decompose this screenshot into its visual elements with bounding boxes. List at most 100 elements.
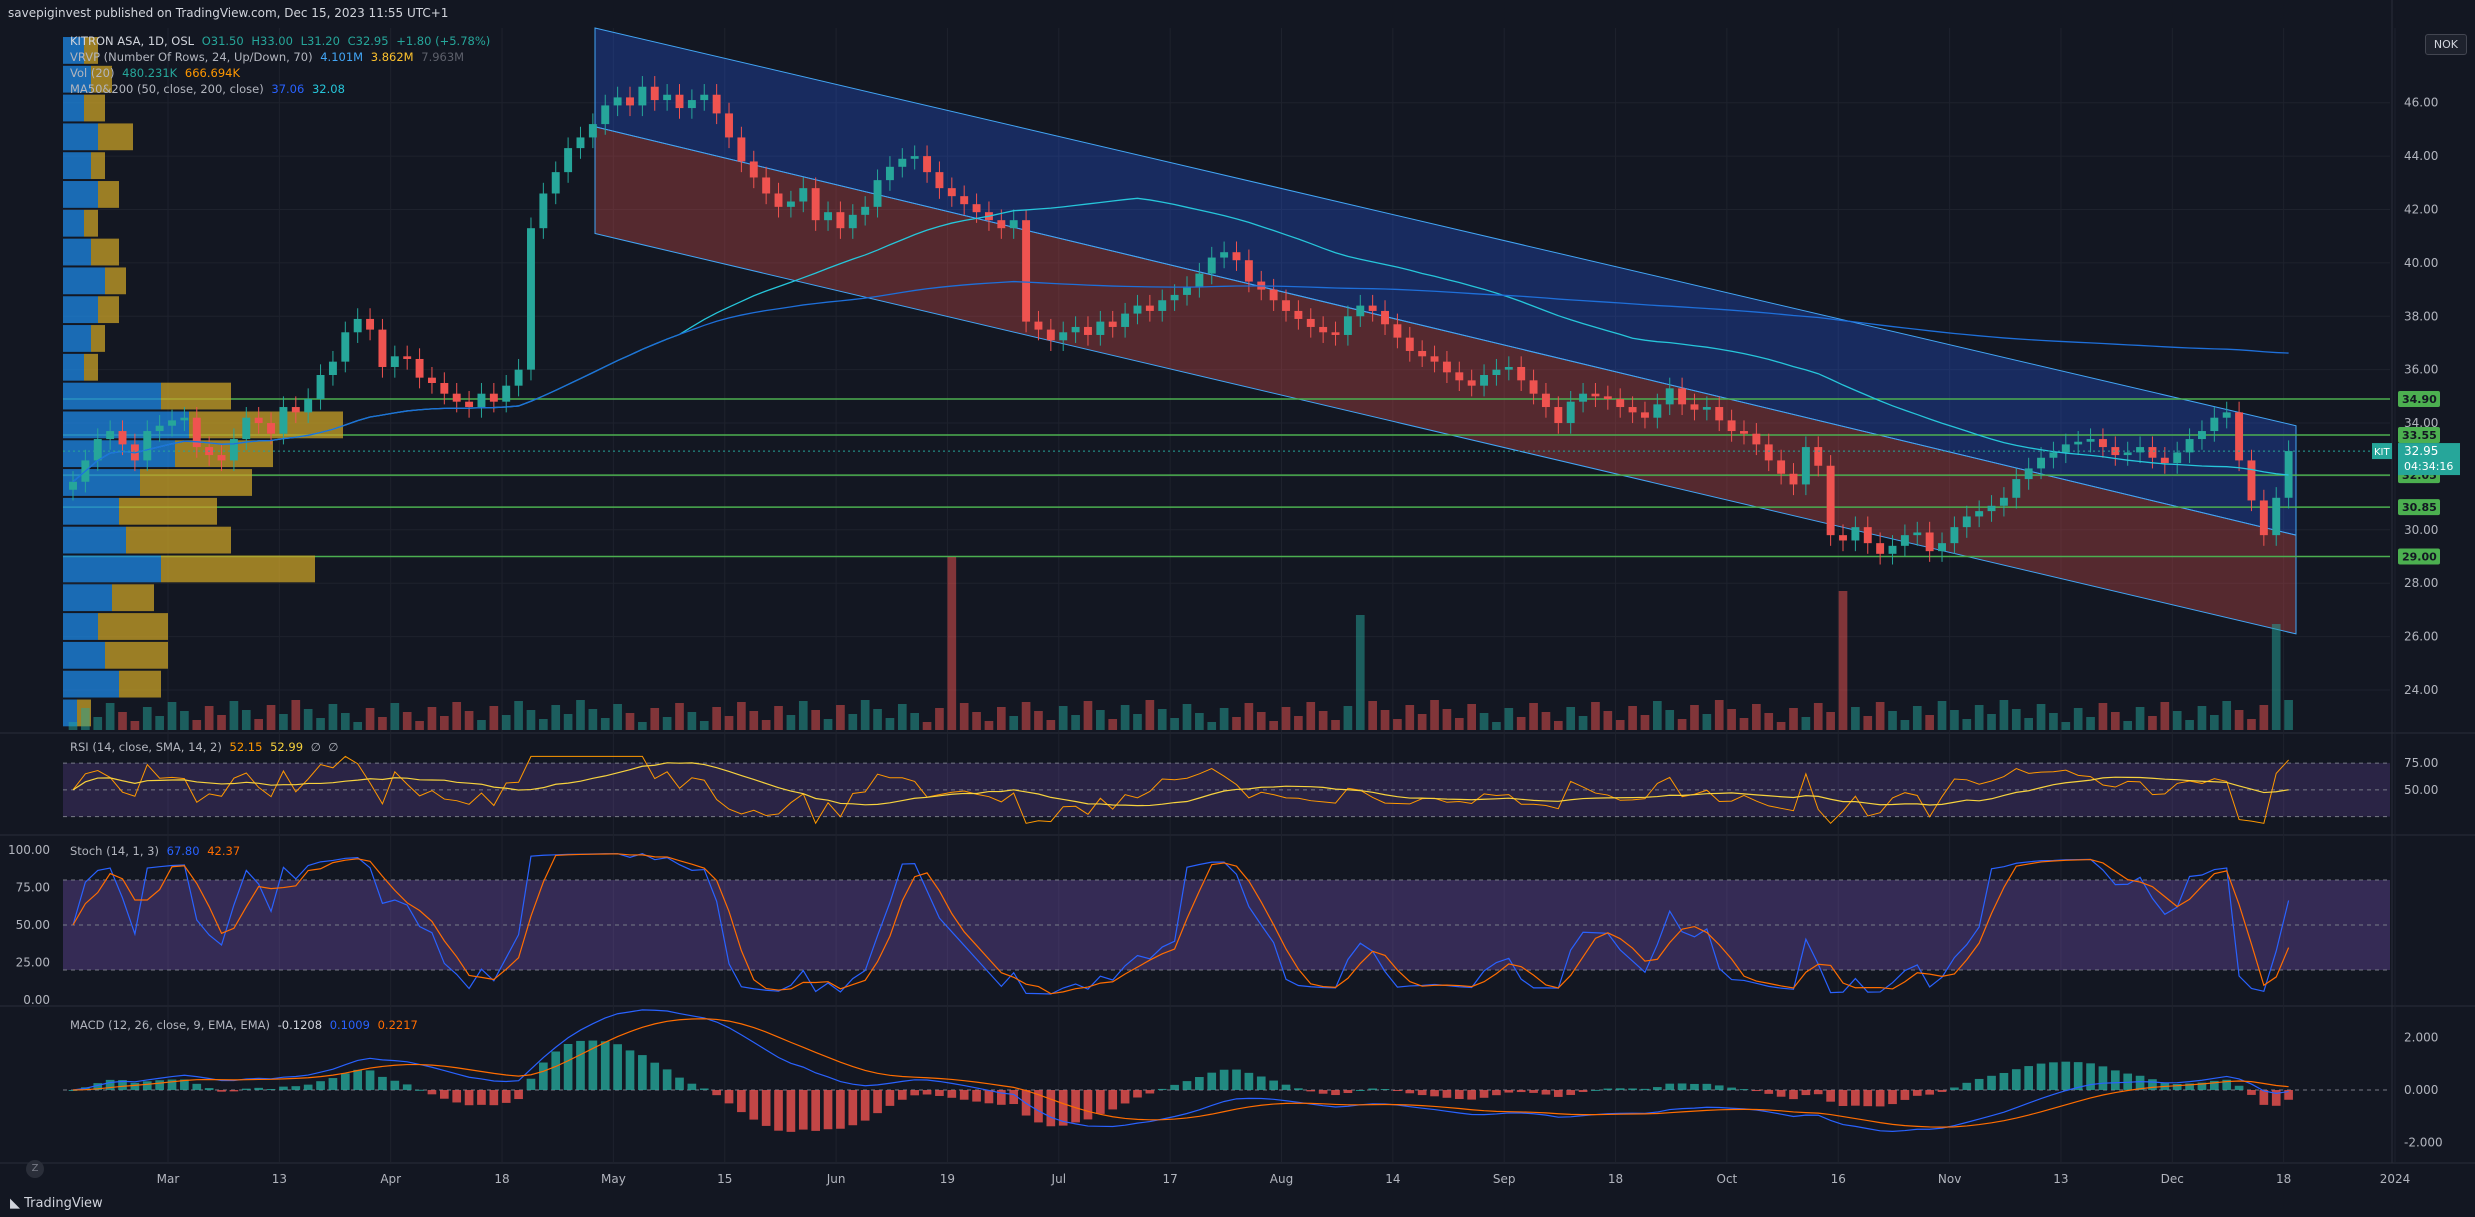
volume-profile-down (119, 497, 217, 525)
macd-histogram-bar (1529, 1090, 1538, 1093)
volume-profile-down (140, 469, 252, 496)
volume-bar (427, 707, 437, 730)
ma-legend[interactable]: MA50&200 (50, close, 200, close) 37.06 3… (70, 82, 349, 96)
macd-histogram-bar (2259, 1090, 2269, 1105)
volume-bar (996, 707, 1006, 730)
volume-bar (439, 716, 449, 730)
volume-bar (1727, 709, 1736, 730)
candle-body (2185, 439, 2194, 453)
rsi-legend[interactable]: RSI (14, close, SMA, 14, 2) 52.15 52.99 … (70, 740, 342, 754)
candle-body (390, 356, 399, 367)
volume-bar (1504, 708, 1514, 730)
volume-bar (2061, 722, 2071, 730)
date-tick: Nov (1938, 1172, 1961, 1186)
volume-bar (588, 709, 598, 730)
volume-profile-up (63, 94, 84, 122)
macd-line (72, 1009, 2289, 1133)
currency-button[interactable]: NOK (2424, 34, 2467, 55)
macd-title: MACD (12, 26, close, 9, EMA, EMA) (70, 1018, 270, 1032)
candle-body (403, 356, 412, 359)
volume-bar (1009, 716, 1019, 730)
macd-histogram-bar (340, 1073, 350, 1090)
macd-histogram-bar (2271, 1090, 2281, 1106)
candle-body (217, 455, 226, 461)
candle-body (192, 417, 201, 448)
volume-bar (600, 718, 610, 730)
volume-bar (836, 705, 845, 730)
macd-histogram-bar (600, 1041, 610, 1090)
macd-histogram-bar (823, 1090, 833, 1130)
candle-body (93, 439, 102, 461)
macd-histogram-bar (1801, 1090, 1811, 1096)
macd-histogram-bar (1133, 1090, 1142, 1098)
candle-body (279, 407, 288, 434)
candle-body (997, 220, 1006, 229)
volume-bar (1851, 707, 1860, 730)
candle-body (947, 188, 956, 197)
vrvp-legend[interactable]: VRVP (Number Of Rows, 24, Up/Down, 70) 4… (70, 50, 468, 64)
volume-bar (1368, 701, 1377, 730)
stoch-legend[interactable]: Stoch (14, 1, 3) 67.80 42.37 (70, 844, 244, 858)
volume-bar (1863, 716, 1873, 730)
volume-bar (1207, 722, 1217, 730)
candle-body (1022, 220, 1031, 322)
candle-body (1900, 535, 1909, 546)
macd-histogram-bar (1467, 1090, 1477, 1100)
candle-body (972, 204, 981, 213)
volume-bar (860, 700, 870, 730)
date-tick: 2024 (2380, 1172, 2411, 1186)
volume-bar (279, 714, 288, 730)
volume-bar (1690, 705, 1699, 730)
volume-bar (1331, 720, 1340, 730)
price-tick: 36.00 (2404, 363, 2438, 377)
candle-body (725, 113, 733, 138)
volume-bar (885, 718, 895, 730)
candle-body (1529, 380, 1538, 394)
volume-profile-down (98, 613, 168, 640)
volume-bar (105, 703, 115, 730)
candle-body (749, 161, 758, 178)
candle-body (1294, 310, 1303, 319)
tradingview-logo[interactable]: ◣ TradingView (10, 1196, 103, 1211)
macd-histogram-bar (1628, 1088, 1637, 1090)
macd-histogram-bar (984, 1090, 994, 1104)
volume-bar (1256, 712, 1266, 730)
macd-histogram-bar (1875, 1090, 1885, 1107)
macd-histogram-bar (1764, 1090, 1774, 1094)
candle-body (1727, 420, 1736, 432)
candle-body (1715, 407, 1724, 421)
low-value: L31.20 (300, 34, 340, 48)
macd-histogram-bar (2098, 1066, 2108, 1090)
volume-bar (1999, 700, 2009, 730)
vol-legend[interactable]: Vol (20) 480.231K 666.694K (70, 66, 244, 80)
macd-histogram-bar (2061, 1061, 2071, 1090)
candle-body (1690, 404, 1699, 410)
macd-histogram-bar (786, 1090, 796, 1132)
candle-body (1517, 366, 1526, 381)
macd-histogram-bar (1912, 1090, 1922, 1096)
candle-body (1975, 511, 1984, 517)
macd-legend[interactable]: MACD (12, 26, close, 9, EMA, EMA) -0.120… (70, 1018, 422, 1032)
volume-bar (2160, 702, 2170, 730)
volume-profile-down (84, 94, 105, 122)
candle-body (1405, 337, 1414, 351)
volume-bar (2197, 706, 2207, 730)
volume-bar (1281, 707, 1291, 730)
macd-hist: -0.1208 (277, 1018, 323, 1032)
macd-histogram-bar (390, 1080, 400, 1090)
candle-body (291, 407, 300, 413)
rsi-tick: 75.00 (2404, 756, 2438, 770)
main-legend[interactable]: KITRON ASA, 1D, OSL O31.50 H33.00 L31.20… (70, 34, 494, 48)
ma50-value: 37.06 (271, 82, 305, 96)
macd-histogram-bar (1281, 1084, 1291, 1090)
volume-bar (1764, 713, 1774, 730)
volume-bar (1430, 700, 1439, 730)
macd-histogram-bar (1541, 1090, 1551, 1095)
volume-bar (897, 704, 907, 730)
stoch-tick: 25.00 (16, 956, 50, 970)
timezone-button[interactable]: Z (26, 1160, 44, 1178)
volume-profile-up (63, 526, 126, 554)
candle-body (712, 94, 721, 114)
volume-bar (2172, 711, 2182, 730)
